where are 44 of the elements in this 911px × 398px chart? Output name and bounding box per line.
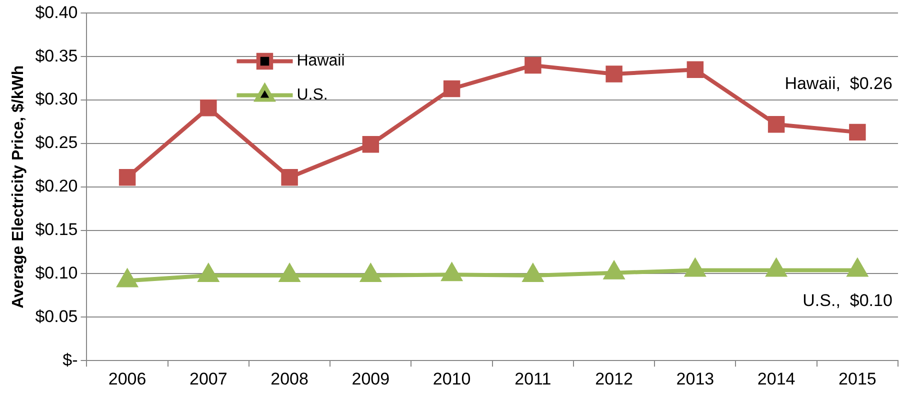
- x-tick-label: 2013: [676, 369, 714, 388]
- point: [360, 264, 380, 282]
- point: [118, 168, 136, 186]
- point: [280, 264, 300, 282]
- point: [604, 262, 624, 280]
- x-tick-label: 2010: [432, 369, 471, 388]
- y-tick-label: $0.10: [35, 263, 78, 282]
- point: [848, 259, 868, 277]
- x-tick-label: 2006: [108, 369, 146, 388]
- y-tick-label: $0.30: [35, 90, 78, 109]
- x-tick-label: 2009: [352, 369, 390, 388]
- point: [606, 66, 622, 82]
- x-tick-label: 2011: [514, 369, 552, 388]
- y-tick-label: $0.05: [35, 306, 78, 326]
- point: [198, 264, 218, 282]
- point: [442, 264, 462, 282]
- legend-label: U.S.: [296, 86, 328, 104]
- legend-label: Hawaii: [296, 52, 345, 70]
- annotation: U.S., $0.10: [802, 290, 892, 310]
- y-tick-label: $0.35: [35, 46, 78, 66]
- y-tick-label: $-: [62, 350, 78, 370]
- point: [686, 61, 704, 78]
- y-tick-label: $0.20: [35, 176, 78, 196]
- point: [523, 264, 543, 282]
- y-tick-label: $0.40: [35, 2, 78, 22]
- y-tick-label: $0.15: [35, 220, 78, 240]
- point: [118, 270, 138, 288]
- point: [766, 259, 786, 277]
- x-tick-label: 2015: [838, 369, 876, 388]
- y-axis-title: Average Electricity Price, $/kWh: [10, 65, 28, 308]
- annotation: Hawaii, $0.26: [784, 74, 892, 93]
- point: [281, 168, 298, 186]
- y-tick-label: $0.25: [35, 133, 78, 152]
- x-tick-label: 2014: [757, 369, 796, 388]
- point: [443, 80, 460, 98]
- point: [849, 124, 866, 141]
- x-tick-label: 2008: [270, 369, 308, 388]
- x-tick-label: 2007: [190, 369, 228, 388]
- point: [524, 56, 542, 74]
- point: [768, 116, 785, 133]
- x-tick-label: 2012: [595, 369, 633, 388]
- point: [200, 100, 217, 116]
- point: [685, 259, 705, 277]
- point: [362, 136, 380, 153]
